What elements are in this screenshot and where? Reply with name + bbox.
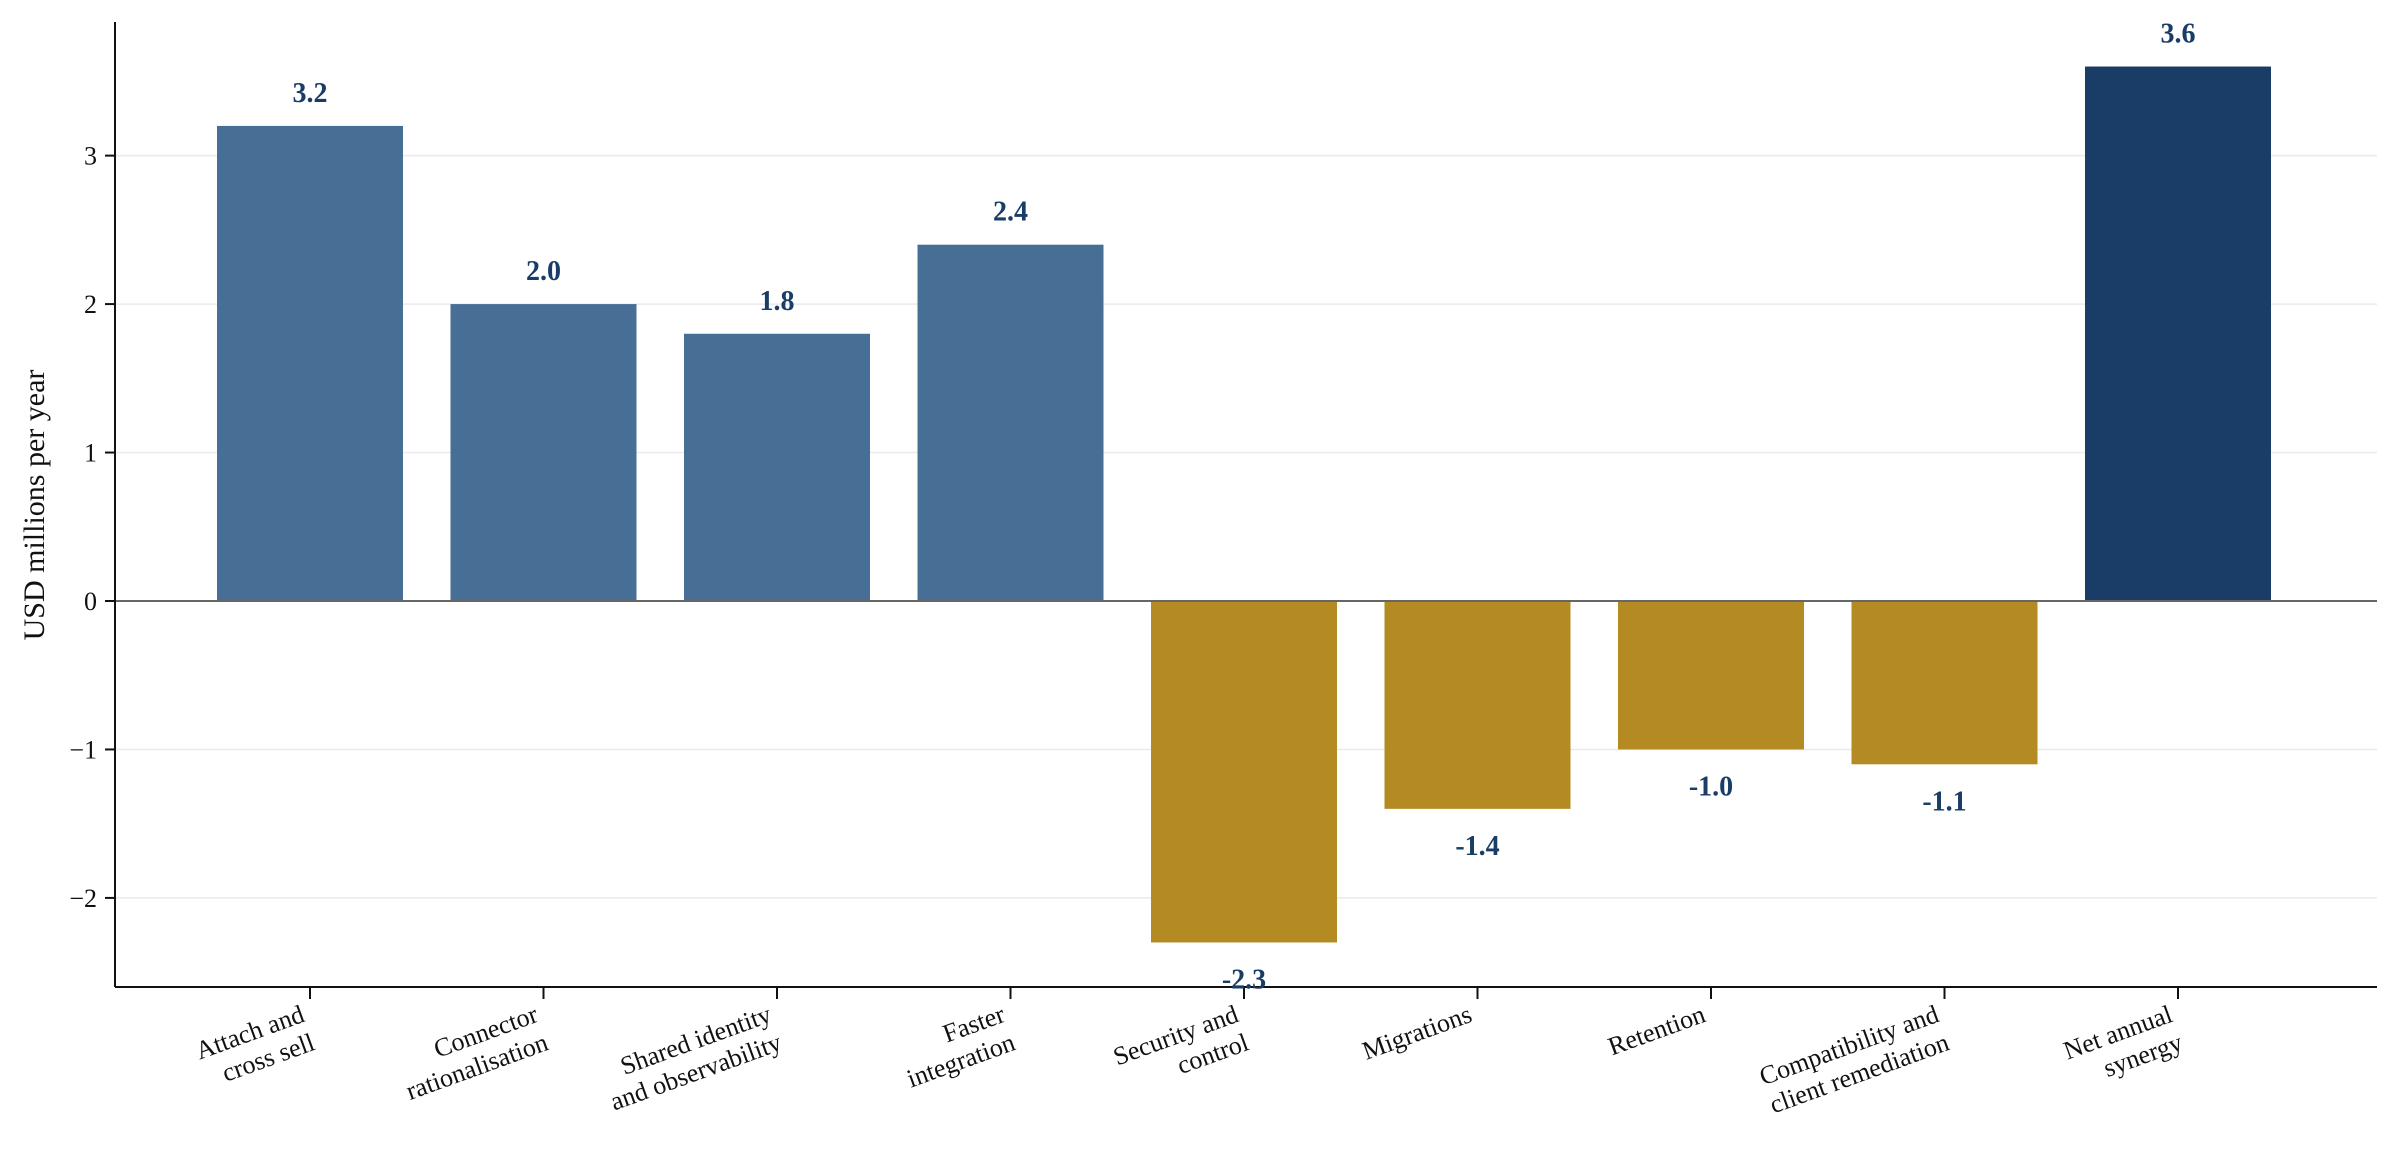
bar-value-label: -1.0 — [1689, 771, 1733, 802]
bar — [1851, 601, 2038, 765]
x-tick-label-line: Migrations — [1358, 999, 1475, 1065]
bar-value-label: -1.4 — [1455, 831, 1499, 862]
y-axis-title: USD millions per year — [18, 370, 51, 641]
bar-value-label: -1.1 — [1922, 786, 1966, 817]
bar — [684, 333, 870, 601]
y-tick-label: 0 — [84, 587, 97, 616]
x-tick-label: Shared identityand observability — [596, 999, 785, 1116]
bar-value-label: 3.6 — [2161, 19, 2196, 50]
bar — [1384, 601, 1571, 809]
x-ticks: Attach andcross sell Connectorrationalisa… — [192, 987, 2187, 1119]
y-tick-label: 3 — [84, 142, 97, 171]
bar-value-label: 3.2 — [293, 78, 328, 109]
axes — [114, 22, 2377, 988]
x-tick-label: Net annualsynergy — [2060, 999, 2187, 1093]
y-tick-label: −1 — [69, 735, 97, 764]
bar — [217, 125, 403, 601]
bar — [1151, 601, 1337, 943]
bar — [450, 304, 637, 601]
bar-value-label: 2.0 — [526, 256, 561, 287]
bar — [1618, 601, 1804, 750]
bar — [917, 244, 1104, 601]
y-tick-label: 2 — [84, 290, 97, 319]
bars — [217, 66, 2271, 943]
y-ticks: −2 −1 0 1 2 3 — [69, 142, 115, 913]
x-tick-label: Compatibility andclient remediation — [1756, 999, 1953, 1119]
x-tick-label: Fasterintegration — [893, 999, 1019, 1093]
y-tick-label: −2 — [69, 884, 97, 913]
value-labels: 3.2 2.0 1.8 2.4 -2.3 -1.4 -1.0 -1.1 3.6 — [293, 19, 2196, 996]
bar-value-label: -2.3 — [1222, 964, 1266, 995]
bar — [2085, 66, 2271, 602]
x-tick-label: Attach andcross sell — [192, 999, 319, 1093]
x-tick-label: Migrations — [1358, 999, 1475, 1065]
bar-value-label: 1.8 — [760, 286, 795, 317]
y-tick-label: 1 — [84, 439, 97, 468]
x-tick-label: Connectorrationalisation — [392, 999, 552, 1105]
x-tick-label: Security andcontrol — [1109, 999, 1252, 1099]
bar-value-label: 2.4 — [993, 197, 1028, 228]
x-tick-label: Retention — [1604, 999, 1709, 1061]
x-tick-label-line: Retention — [1604, 999, 1709, 1061]
